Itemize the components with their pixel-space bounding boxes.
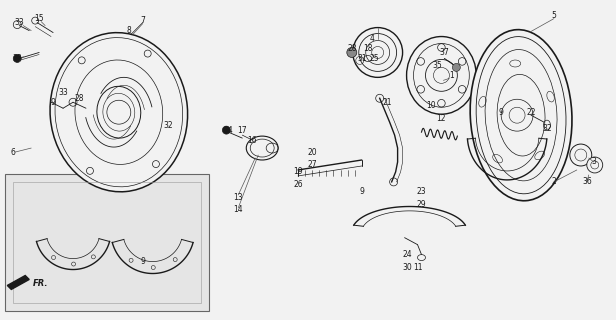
Ellipse shape: [50, 33, 188, 192]
Text: 29: 29: [416, 200, 426, 209]
Ellipse shape: [246, 136, 278, 160]
Text: 38: 38: [12, 54, 22, 63]
Circle shape: [452, 63, 460, 71]
Circle shape: [353, 28, 403, 77]
Circle shape: [347, 47, 357, 58]
Text: 20: 20: [307, 148, 317, 156]
Text: 9: 9: [51, 98, 55, 107]
Text: 8: 8: [126, 26, 131, 35]
Text: 12: 12: [437, 114, 446, 123]
Text: 9: 9: [359, 188, 364, 196]
Text: 5: 5: [551, 11, 556, 20]
Text: 28: 28: [75, 94, 84, 103]
Text: 33: 33: [58, 88, 68, 97]
Circle shape: [14, 54, 21, 62]
Bar: [6, 174, 209, 311]
Text: 33: 33: [14, 18, 24, 27]
Text: 17: 17: [238, 126, 247, 135]
Ellipse shape: [470, 30, 572, 201]
Text: 32: 32: [542, 124, 552, 132]
Text: 10: 10: [427, 101, 436, 110]
Text: FR.: FR.: [33, 279, 49, 288]
Text: 37: 37: [440, 48, 449, 57]
Text: 24: 24: [403, 250, 412, 259]
Text: 1: 1: [449, 71, 454, 80]
Circle shape: [570, 144, 592, 166]
Text: 35: 35: [432, 61, 442, 70]
Text: 14: 14: [233, 205, 243, 214]
Text: 22: 22: [526, 108, 536, 117]
Circle shape: [587, 157, 602, 173]
Text: 21: 21: [383, 98, 392, 107]
Text: 31: 31: [357, 54, 367, 63]
Text: 16: 16: [248, 136, 257, 145]
Text: 36: 36: [582, 177, 591, 187]
Text: 18: 18: [363, 44, 373, 53]
Text: 34: 34: [224, 126, 233, 135]
Text: 32: 32: [164, 121, 174, 130]
Text: 23: 23: [416, 188, 426, 196]
Text: 15: 15: [34, 14, 44, 23]
Text: 13: 13: [233, 193, 243, 202]
Text: 9: 9: [140, 257, 145, 266]
Text: 27: 27: [307, 160, 317, 170]
Text: 28: 28: [347, 44, 357, 53]
Polygon shape: [7, 276, 29, 289]
Bar: [14, 182, 201, 303]
Text: 30: 30: [403, 263, 413, 272]
Text: 4: 4: [369, 34, 374, 43]
Text: 11: 11: [413, 263, 423, 272]
Text: 25: 25: [370, 54, 379, 63]
Circle shape: [222, 126, 230, 134]
Text: 3: 3: [591, 157, 596, 166]
Text: 6: 6: [11, 148, 16, 156]
Ellipse shape: [407, 36, 476, 114]
Text: 2: 2: [551, 177, 556, 187]
Text: 19: 19: [293, 167, 303, 176]
Text: 7: 7: [140, 16, 145, 25]
Text: 9: 9: [499, 108, 504, 117]
Text: 26: 26: [293, 180, 303, 189]
